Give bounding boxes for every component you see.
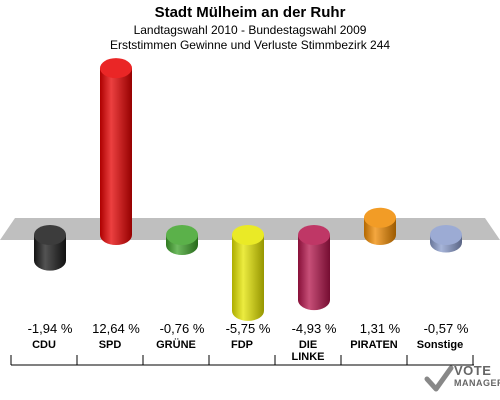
bar-cdu bbox=[34, 225, 66, 271]
category-label-fdp: FDP bbox=[231, 339, 253, 351]
category-label-linke: DIE LINKE bbox=[275, 339, 341, 363]
vote-manager-logo: VOTE MANAGER bbox=[424, 362, 500, 396]
category-label-linke-line2: LINKE bbox=[291, 351, 325, 363]
logo-text: VOTE MANAGER bbox=[454, 364, 500, 390]
category-label-linke-line1: DIE bbox=[298, 339, 318, 351]
category-label-gruene: GRÜNE bbox=[156, 339, 196, 351]
bar-piraten bbox=[364, 207, 396, 245]
value-label-cdu: -1,94 % bbox=[27, 321, 73, 336]
bar-sonstige bbox=[430, 225, 462, 253]
value-label-spd: 12,64 % bbox=[92, 321, 140, 336]
logo-text-line2: MANAGER bbox=[454, 378, 500, 388]
chart-title: Stadt Mülheim an der Ruhr bbox=[154, 4, 346, 21]
category-label-cdu: CDU bbox=[32, 339, 56, 351]
category-label-sonstige: Sonstige bbox=[416, 339, 464, 351]
value-label-piraten: 1,31 % bbox=[359, 321, 401, 336]
bar-spd bbox=[100, 58, 132, 245]
value-label-fdp: -5,75 % bbox=[225, 321, 271, 336]
bar-fdp bbox=[232, 225, 264, 321]
value-label-sonstige: -0,57 % bbox=[423, 321, 469, 336]
value-label-gruene: -0,76 % bbox=[159, 321, 205, 336]
category-label-piraten: PIRATEN bbox=[350, 339, 398, 351]
checkmark-icon bbox=[424, 365, 454, 392]
logo-text-line1: VOTE bbox=[454, 363, 492, 378]
chart-subtitle-election: Landtagswahl 2010 - Bundestagswahl 2009 bbox=[133, 23, 367, 37]
chart-subtitle-district: Erststimmen Gewinne und Verluste Stimmbe… bbox=[109, 38, 391, 52]
bar-gr-ne bbox=[166, 225, 198, 256]
bar-die-linke bbox=[298, 225, 330, 311]
value-label-linke: -4,93 % bbox=[291, 321, 337, 336]
category-label-spd: SPD bbox=[98, 339, 122, 351]
